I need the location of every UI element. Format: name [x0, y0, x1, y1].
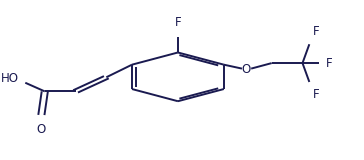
Text: F: F	[325, 57, 332, 70]
Text: O: O	[241, 63, 251, 76]
Text: F: F	[313, 25, 319, 38]
Text: F: F	[175, 16, 181, 29]
Text: F: F	[313, 88, 319, 101]
Text: HO: HO	[1, 72, 19, 85]
Text: O: O	[37, 123, 46, 136]
